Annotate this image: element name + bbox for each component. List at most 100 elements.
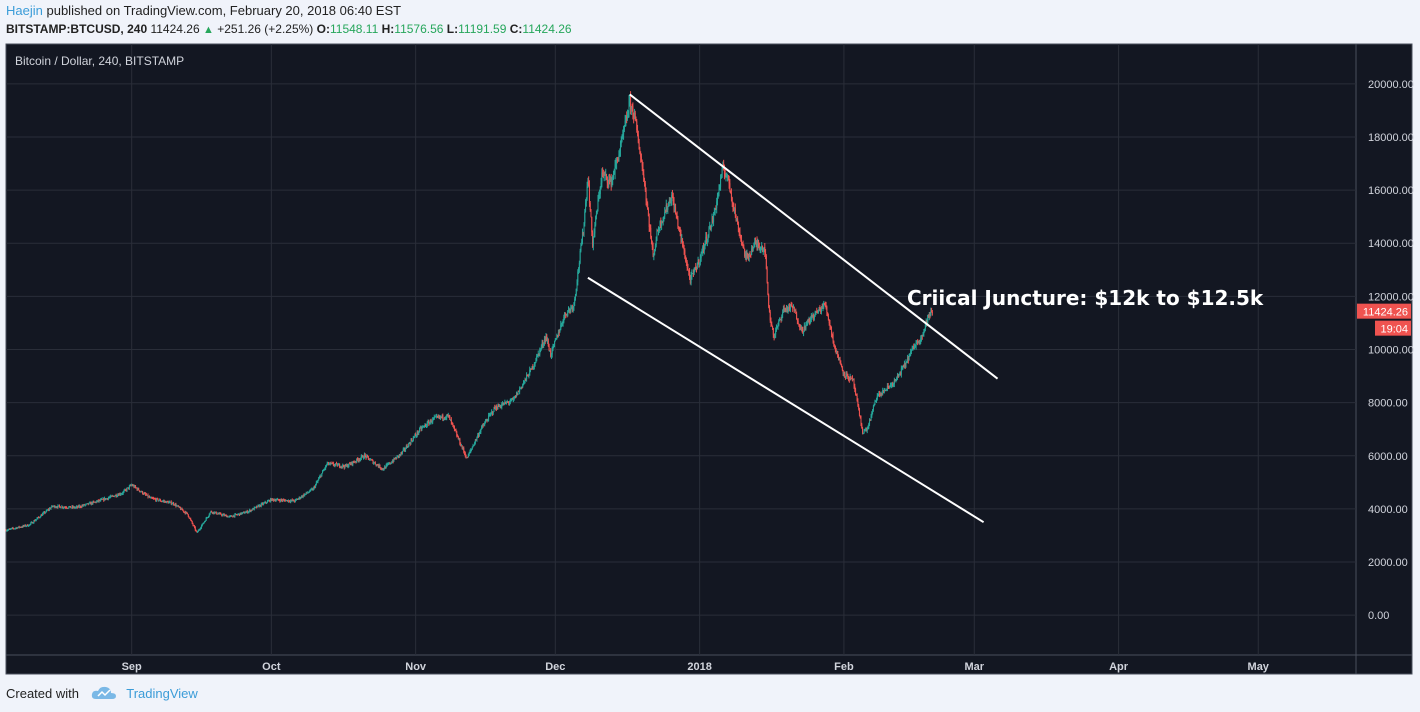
candle-body xyxy=(351,461,353,465)
price-axis[interactable]: 0.00 2000.00 4000.00 6000.00 8000.00 10000.00… xyxy=(1368,79,1414,622)
symbol-label: BITSTAMP:BTCUSD, 240 xyxy=(6,22,148,36)
candle-body xyxy=(786,307,788,311)
candles xyxy=(5,91,933,533)
candle-body xyxy=(619,151,621,155)
candle-body xyxy=(475,439,477,441)
candle-body xyxy=(931,311,933,313)
candle-body xyxy=(696,268,698,270)
candle-body xyxy=(918,341,920,343)
candle-body xyxy=(337,464,339,467)
candle-body xyxy=(839,358,841,363)
candle-body xyxy=(833,341,835,346)
candle-body xyxy=(328,462,330,465)
candle-body xyxy=(712,217,714,222)
candle-body xyxy=(802,329,804,333)
candle-body xyxy=(613,174,614,176)
candle-body xyxy=(849,376,851,380)
candle-body xyxy=(708,229,710,236)
candle-body xyxy=(204,521,206,523)
candle-body xyxy=(285,500,287,502)
candle-body xyxy=(95,501,97,503)
candle-body xyxy=(503,402,505,405)
candle-body xyxy=(10,528,12,530)
candle-body xyxy=(640,153,642,157)
candle-body xyxy=(530,368,532,370)
candle-body xyxy=(89,502,91,504)
candle-body xyxy=(313,486,315,489)
candle-body xyxy=(540,348,542,350)
candle-body xyxy=(386,464,388,466)
candle-body xyxy=(243,512,245,514)
candle-body xyxy=(643,174,645,182)
candle-body xyxy=(774,334,776,337)
tradingview-link[interactable]: TradingView xyxy=(126,686,198,701)
candle-body xyxy=(806,320,808,323)
candle-body xyxy=(392,461,394,463)
candle-body xyxy=(114,494,116,496)
candle-body xyxy=(603,174,605,176)
candle-body xyxy=(568,309,569,312)
candle-body xyxy=(750,254,752,256)
candle-body xyxy=(356,458,358,462)
candle-body xyxy=(66,507,68,509)
candle-body xyxy=(533,366,535,369)
candle-body xyxy=(242,512,244,514)
candle-body xyxy=(468,453,470,455)
candle-body xyxy=(663,216,665,218)
candle-body xyxy=(685,258,687,262)
candle-body xyxy=(755,241,757,243)
candle-body xyxy=(665,205,667,213)
candle-body xyxy=(370,459,372,461)
candle-body xyxy=(920,338,922,341)
candle-body xyxy=(709,225,711,230)
candle-body xyxy=(914,346,916,349)
candle-body xyxy=(580,245,582,251)
candle-body xyxy=(903,365,905,367)
candle-body xyxy=(706,238,708,243)
candle-body xyxy=(396,456,398,459)
high-value: 11576.56 xyxy=(394,22,444,36)
candle-body xyxy=(883,390,885,393)
candle-body xyxy=(374,462,376,465)
candle-body xyxy=(672,196,674,202)
candle-body xyxy=(584,211,586,224)
candle-body xyxy=(902,365,904,368)
candle-body xyxy=(726,176,728,178)
candle-body xyxy=(187,514,189,517)
candle-body xyxy=(514,395,516,398)
candle-body xyxy=(797,320,799,325)
candle-body xyxy=(931,312,933,314)
time-axis[interactable]: Sep Oct Nov Dec 2018 Feb Mar Apr May xyxy=(122,661,1270,673)
candle-body xyxy=(74,507,76,509)
candle-body xyxy=(848,378,850,380)
candle-body xyxy=(904,362,906,366)
candle-body xyxy=(589,203,591,211)
candle-body xyxy=(149,497,151,499)
candle-body xyxy=(751,248,753,255)
candle-body xyxy=(310,489,312,491)
candle-body xyxy=(114,495,116,497)
candle-body xyxy=(5,530,7,532)
candle-body xyxy=(542,342,544,346)
candle-body xyxy=(591,216,593,233)
candle-body xyxy=(14,528,16,530)
candle-body xyxy=(551,347,553,355)
candle-body xyxy=(892,384,894,386)
candle-body xyxy=(456,432,458,437)
candle-body xyxy=(807,320,809,322)
candle-body xyxy=(697,259,699,265)
candle-body xyxy=(749,253,751,255)
candle-body xyxy=(466,457,468,459)
candle-body xyxy=(153,498,155,500)
candle-body xyxy=(71,506,73,508)
candle-body xyxy=(38,517,40,519)
candle-body xyxy=(570,307,572,311)
candle-body xyxy=(321,473,323,477)
candle-body xyxy=(100,499,102,501)
candle-body xyxy=(719,186,721,188)
candle-body xyxy=(720,177,722,187)
author-link[interactable]: Haejin xyxy=(6,3,43,18)
candle-body xyxy=(382,468,384,470)
candle-body xyxy=(223,514,225,516)
